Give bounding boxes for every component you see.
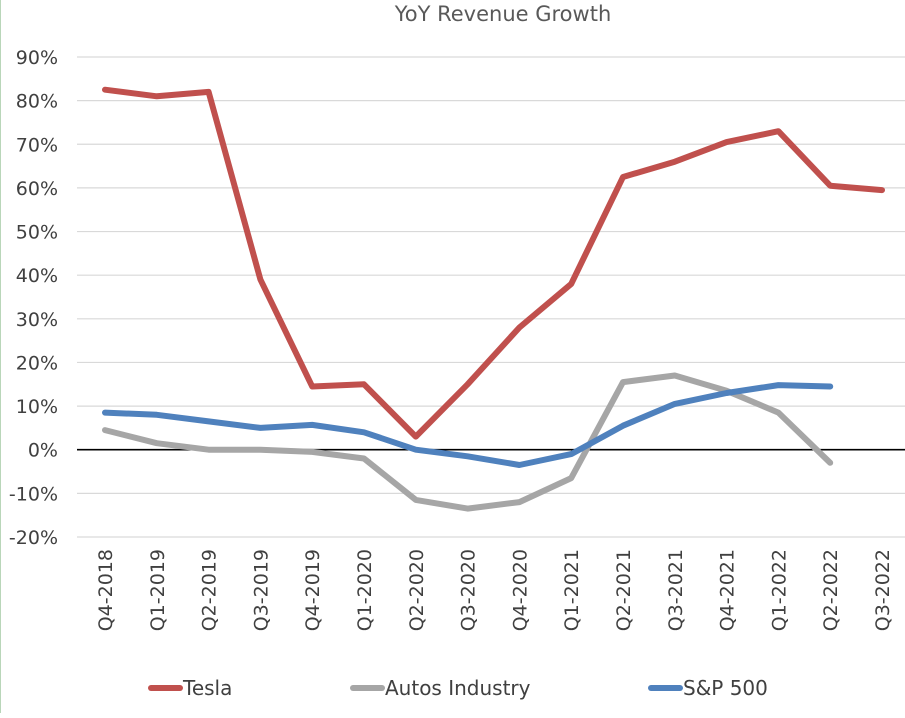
x-tick-label: Q1-2022 (768, 549, 790, 631)
y-axis-ticks: 90% 80% 70% 60% 50% 40% 30% 20% 10% 0% -10% -20% (9, 47, 58, 549)
y-tick-label: 70% (16, 134, 58, 156)
legend-label: S&P 500 (683, 676, 768, 700)
y-tick-label: 30% (16, 309, 58, 331)
series-line-tesla (102, 86, 885, 440)
x-tick-label: Q4-2020 (509, 549, 531, 631)
legend-label: Tesla (182, 676, 232, 700)
y-tick-label: 10% (16, 396, 58, 418)
x-tick-label: Q4-2018 (95, 549, 117, 631)
x-tick-label: Q1-2020 (354, 549, 376, 631)
y-tick-label: 20% (16, 352, 58, 374)
series-lines (102, 86, 885, 512)
y-tick-label: -20% (9, 527, 58, 549)
y-tick-label: 50% (16, 222, 58, 244)
legend-label: Autos Industry (385, 676, 531, 700)
x-tick-label: Q1-2019 (147, 549, 169, 631)
x-axis-ticks: Q4-2018 Q1-2019 Q2-2019 Q3-2019 Q4-2019 Q1-20… (95, 549, 894, 631)
x-tick-label: Q1-2021 (561, 549, 583, 631)
x-tick-label: Q2-2020 (406, 549, 428, 631)
series-line-s-p-500 (102, 382, 834, 468)
chart-title: YoY Revenue Growth (394, 2, 612, 26)
x-tick-label: Q3-2020 (458, 549, 480, 631)
y-tick-label: 60% (16, 178, 58, 200)
gridlines (77, 56, 905, 538)
x-tick-label: Q2-2021 (613, 549, 635, 631)
legend: Tesla Autos Industry S&P 500 (148, 676, 768, 700)
series-line-autos-industry (102, 372, 834, 512)
x-tick-label: Q4-2021 (717, 549, 739, 631)
x-tick-label: Q3-2022 (872, 549, 894, 631)
x-tick-label: Q2-2022 (820, 549, 842, 631)
y-tick-label: 90% (16, 47, 58, 69)
y-tick-label: 80% (16, 91, 58, 113)
x-tick-label: Q3-2019 (250, 549, 272, 631)
x-tick-label: Q4-2019 (302, 549, 324, 631)
y-tick-label: 0% (28, 440, 58, 462)
x-tick-label: Q3-2021 (665, 549, 687, 631)
y-tick-label: -10% (9, 483, 58, 505)
y-tick-label: 40% (16, 265, 58, 287)
x-tick-label: Q2-2019 (199, 549, 221, 631)
